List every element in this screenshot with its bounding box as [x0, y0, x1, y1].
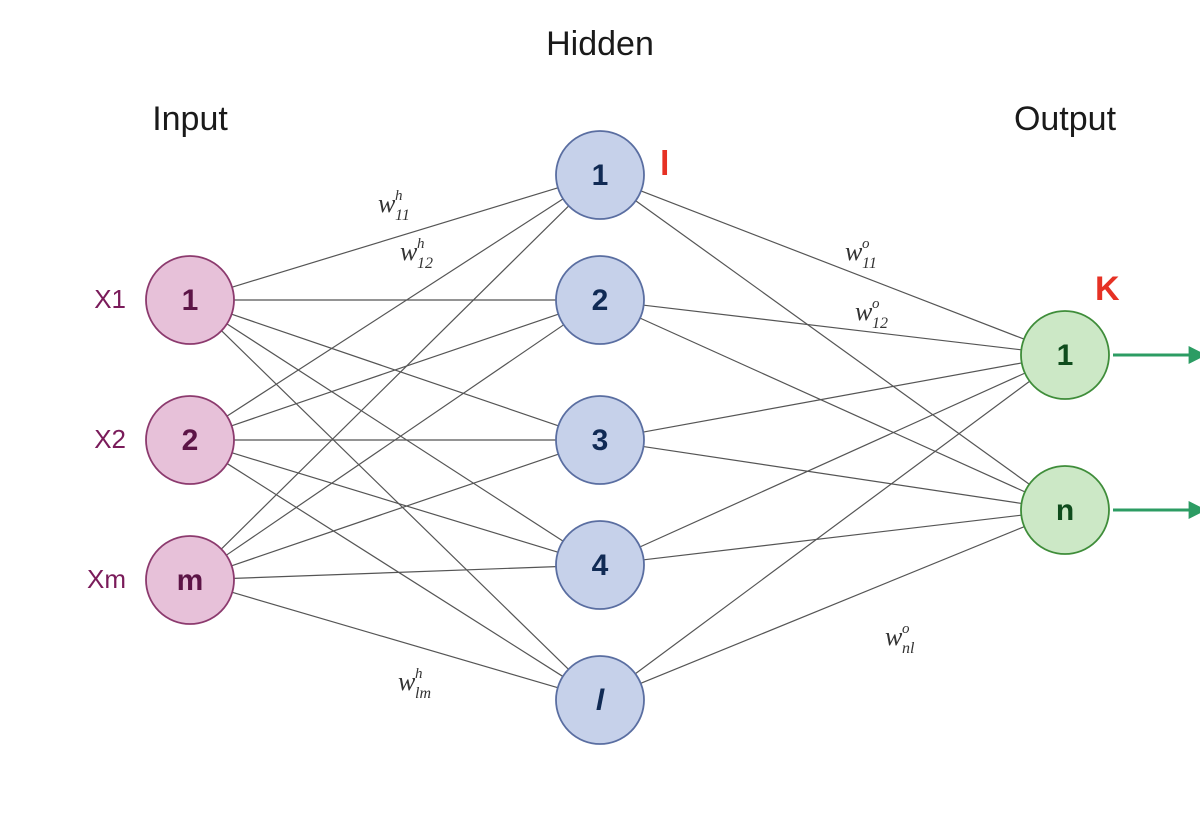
input-3-label: m — [177, 564, 204, 597]
w-o-11-base: w — [845, 237, 863, 266]
hidden-2-label: 2 — [592, 284, 609, 317]
w-o-12-sub: 12 — [872, 315, 888, 332]
w-h-11-sub: 11 — [395, 207, 410, 224]
edge-input-1-hidden-5 — [221, 331, 568, 670]
hidden-4-label: 4 — [592, 549, 609, 582]
edge-hidden-1-output-1 — [641, 191, 1024, 339]
edge-input-2-hidden-4 — [232, 453, 558, 552]
hidden-1: 1 — [556, 131, 644, 219]
edge-hidden-4-output-2 — [644, 515, 1022, 560]
title-input: Input — [152, 100, 228, 138]
input-2-side-label: X2 — [94, 424, 126, 454]
edge-input-3-hidden-3 — [232, 454, 559, 566]
w-o-nl-base: w — [885, 622, 903, 651]
w-o-nl: wo nl — [885, 621, 915, 657]
red-mark-l: l — [660, 145, 669, 183]
hidden-1-label: 1 — [592, 159, 609, 192]
w-h-12-base: w — [400, 237, 418, 266]
w-h-lm-base: w — [398, 667, 416, 696]
hidden-5-label: l — [596, 684, 605, 717]
w-h-lm: wh lm — [398, 666, 431, 702]
edge-input-1-hidden-4 — [227, 324, 563, 541]
output-1-label: 1 — [1057, 339, 1074, 372]
hidden-5: l — [556, 656, 644, 744]
w-o-11: wo 11 — [845, 236, 877, 272]
w-o-nl-sub: nl — [902, 640, 915, 657]
edge-input-3-hidden-5 — [232, 592, 558, 687]
w-h-lm-sup: h — [415, 666, 423, 682]
w-h-11-sup: h — [395, 188, 403, 204]
output-2: n — [1021, 466, 1109, 554]
w-h-12: wh 12 — [400, 236, 433, 272]
hidden-2: 2 — [556, 256, 644, 344]
title-hidden: Hidden — [546, 25, 654, 63]
w-h-12-sup: h — [417, 236, 425, 252]
output-2-label: n — [1056, 494, 1074, 527]
w-h-11-base: w — [378, 189, 396, 218]
edge-input-2-hidden-1 — [227, 199, 563, 416]
edge-hidden-4-output-1 — [640, 373, 1025, 547]
title-output: Output — [1014, 100, 1117, 138]
w-o-nl-sup: o — [902, 621, 910, 637]
input-2-label: 2 — [182, 424, 199, 457]
input-1-side-label: X1 — [94, 284, 126, 314]
input-1-label: 1 — [182, 284, 199, 317]
w-o-12: wo 12 — [855, 296, 888, 332]
input-3-side-label: Xm — [87, 564, 126, 594]
output-1: 1 — [1021, 311, 1109, 399]
w-h-lm-sub: lm — [415, 685, 431, 702]
red-mark-k: K — [1095, 270, 1120, 308]
edge-input-2-hidden-5 — [227, 464, 563, 677]
w-h-12-sub: 12 — [417, 255, 433, 272]
edge-hidden-5-output-2 — [641, 527, 1025, 684]
edge-hidden-2-output-2 — [640, 318, 1025, 492]
edge-input-3-hidden-1 — [221, 206, 568, 549]
w-h-11: wh 11 — [378, 188, 410, 224]
edge-hidden-3-output-1 — [643, 363, 1021, 432]
edge-hidden-3-output-2 — [644, 447, 1022, 504]
hidden-3-label: 3 — [592, 424, 609, 457]
w-o-12-sup: o — [872, 296, 880, 312]
input-2: 2 X2 — [94, 396, 234, 484]
input-3: m Xm — [87, 536, 234, 624]
hidden-4: 4 — [556, 521, 644, 609]
edge-hidden-5-output-1 — [635, 381, 1029, 674]
w-o-11-sup: o — [862, 236, 870, 252]
w-o-11-sub: 11 — [862, 255, 877, 272]
neural-network-diagram: InputHiddenOutputlK1X12X2mXm1234l1nwh11w… — [0, 0, 1200, 827]
w-o-12-base: w — [855, 297, 873, 326]
input-1: 1 X1 — [94, 256, 234, 344]
hidden-3: 3 — [556, 396, 644, 484]
edge-input-3-hidden-4 — [234, 567, 556, 579]
